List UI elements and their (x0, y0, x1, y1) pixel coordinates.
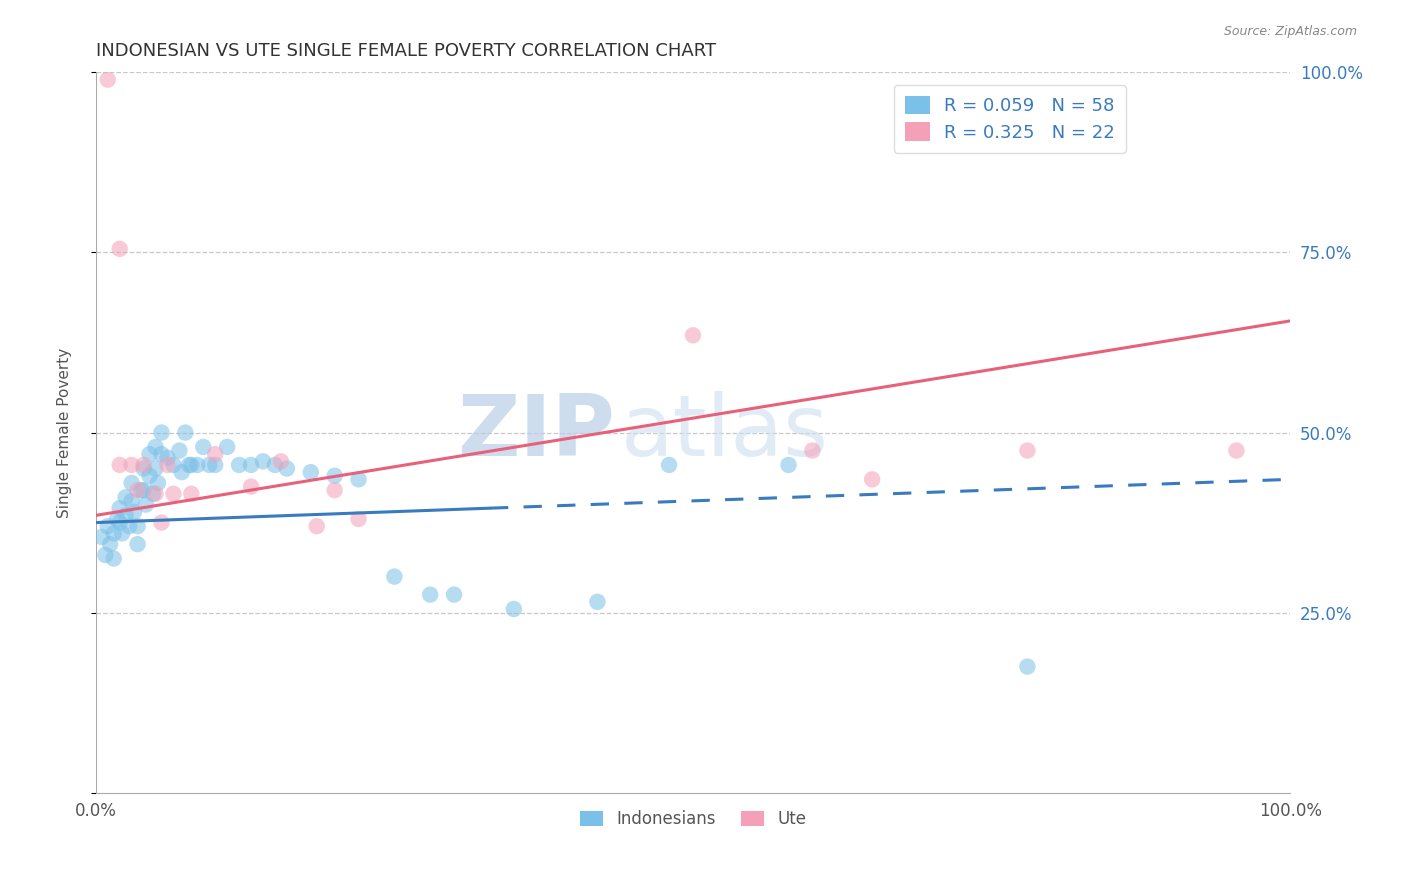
Point (264, 458, 287, 472)
Point (586, 595, 609, 609)
Point (443, 588, 465, 602)
Point (502, 602, 524, 616)
Point (111, 526, 134, 541)
Point (121, 475, 143, 490)
Text: INDONESIAN VS UTE SINGLE FEMALE POVERTY CORRELATION CHART: INDONESIAN VS UTE SINGLE FEMALE POVERTY … (96, 42, 716, 60)
Point (860, 472, 883, 486)
Point (129, 483, 152, 498)
Point (146, 475, 169, 490)
Point (347, 512, 370, 526)
Point (323, 483, 346, 498)
Point (156, 450, 179, 465)
Point (270, 454, 292, 468)
Point (127, 483, 149, 498)
Point (108, 516, 131, 530)
Point (347, 472, 370, 486)
Point (186, 458, 208, 472)
Point (138, 468, 160, 483)
Point (114, 508, 136, 523)
Point (108, 501, 131, 516)
Text: Source: ZipAtlas.com: Source: ZipAtlas.com (1223, 25, 1357, 38)
Point (108, 458, 131, 472)
Point (174, 425, 197, 440)
Point (658, 458, 681, 472)
Point (105, 512, 128, 526)
Point (382, 569, 405, 583)
Point (150, 516, 173, 530)
Point (118, 519, 141, 533)
Point (127, 537, 149, 551)
Point (252, 454, 274, 468)
Point (193, 440, 215, 454)
Legend: Indonesians, Ute: Indonesians, Ute (572, 804, 813, 835)
Point (127, 519, 149, 533)
Point (132, 458, 155, 472)
Point (142, 487, 165, 501)
Point (276, 461, 298, 475)
Text: ZIP: ZIP (457, 391, 616, 474)
Point (801, 443, 824, 458)
Point (114, 491, 136, 505)
Point (180, 458, 202, 472)
Point (103, 526, 125, 541)
Point (240, 458, 263, 472)
Point (98, 537, 121, 551)
Point (97, 519, 120, 533)
Point (305, 519, 328, 533)
Point (299, 465, 322, 479)
Point (162, 487, 184, 501)
Point (90, 530, 112, 544)
Point (778, 458, 800, 472)
Point (135, 498, 157, 512)
Point (103, 551, 125, 566)
Point (240, 479, 263, 493)
Point (682, 328, 704, 343)
Point (108, 242, 131, 256)
Point (169, 443, 191, 458)
Point (145, 440, 167, 454)
Point (121, 458, 143, 472)
Point (1017, 443, 1039, 458)
Point (132, 483, 155, 498)
Point (132, 461, 155, 475)
Point (150, 447, 173, 461)
Text: atlas: atlas (621, 391, 830, 474)
Point (177, 458, 200, 472)
Point (122, 505, 145, 519)
Point (94, 548, 117, 562)
Point (217, 440, 239, 454)
Point (198, 458, 221, 472)
Point (121, 494, 143, 508)
Point (162, 458, 184, 472)
Point (145, 461, 167, 475)
Point (156, 458, 179, 472)
Point (323, 468, 346, 483)
Point (228, 458, 250, 472)
Point (145, 487, 167, 501)
Point (1225, 443, 1247, 458)
Point (1017, 659, 1039, 673)
Point (204, 447, 226, 461)
Point (170, 465, 193, 479)
Point (204, 458, 226, 472)
Point (180, 487, 202, 501)
Y-axis label: Single Female Poverty: Single Female Poverty (58, 347, 72, 517)
Point (97, 72, 120, 87)
Point (419, 588, 441, 602)
Point (138, 447, 160, 461)
Point (150, 425, 173, 440)
